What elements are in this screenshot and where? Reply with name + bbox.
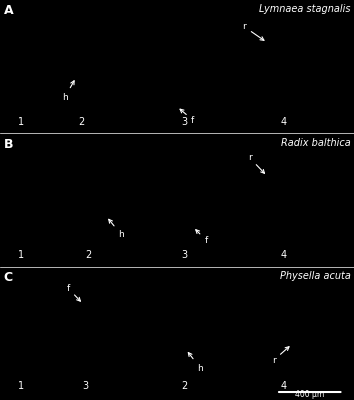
Text: 4: 4 — [280, 381, 286, 391]
Text: h: h — [109, 219, 124, 240]
Text: f: f — [180, 109, 194, 124]
Text: Lymnaea stagnalis: Lymnaea stagnalis — [259, 4, 350, 14]
Text: 4: 4 — [280, 250, 286, 260]
Text: f: f — [67, 284, 80, 301]
Text: B: B — [4, 138, 13, 150]
Text: f: f — [196, 230, 208, 245]
Text: 3: 3 — [82, 381, 88, 391]
Text: r: r — [272, 347, 289, 365]
Text: Radix balthica: Radix balthica — [281, 138, 350, 148]
Text: A: A — [4, 4, 13, 17]
Text: 2: 2 — [181, 381, 187, 391]
Text: r: r — [248, 153, 264, 173]
Text: h: h — [62, 81, 74, 102]
Text: 2: 2 — [85, 250, 92, 260]
Text: 3: 3 — [181, 116, 187, 126]
Text: 2: 2 — [78, 116, 85, 126]
Text: 400 μm: 400 μm — [295, 390, 324, 399]
Text: h: h — [188, 352, 203, 373]
Text: r: r — [242, 22, 264, 40]
Text: 1: 1 — [18, 381, 24, 391]
Text: 1: 1 — [18, 116, 24, 126]
Text: 1: 1 — [18, 250, 24, 260]
Text: 3: 3 — [181, 250, 187, 260]
Text: 4: 4 — [280, 116, 286, 126]
Text: C: C — [4, 271, 13, 284]
Text: Physella acuta: Physella acuta — [280, 271, 350, 281]
